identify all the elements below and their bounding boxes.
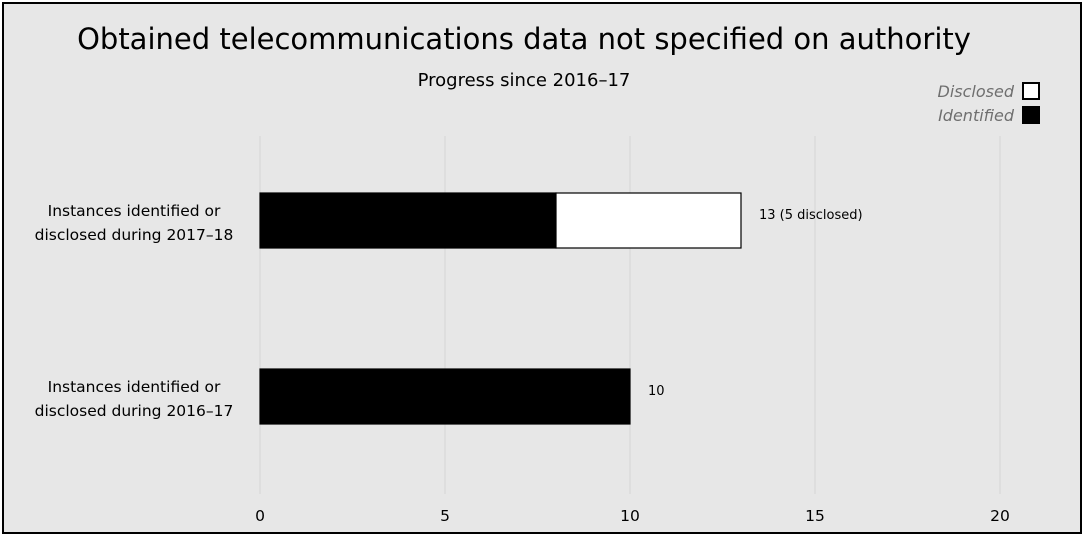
x-tick-label-15: 15 xyxy=(805,507,825,525)
legend-label-disclosed: Disclosed xyxy=(937,81,1014,101)
category-label-line: disclosed during 2016–17 xyxy=(34,402,234,420)
category-label-line: Instances identified or xyxy=(47,202,221,220)
legend-swatch-identified xyxy=(1022,106,1040,124)
category-label-line: Instances identified or xyxy=(47,378,221,396)
category-label-2016-17: Instances identified or disclosed during… xyxy=(14,375,254,423)
x-tick-label-10: 10 xyxy=(620,507,640,525)
data-label-1: 10 xyxy=(648,384,665,399)
bar-identified-0 xyxy=(259,192,557,249)
legend-swatch-disclosed xyxy=(1022,82,1040,100)
category-label-2017-18: Instances identified or disclosed during… xyxy=(14,199,254,247)
legend: Disclosed Identified xyxy=(938,79,1040,127)
plot-area: 13 (5 disclosed) 10 0 5 10 15 20 xyxy=(255,136,1010,525)
category-label-line: disclosed during 2017–18 xyxy=(34,226,234,244)
x-tick-label-0: 0 xyxy=(255,507,265,525)
bar-identified-1 xyxy=(259,368,631,425)
x-tick-label-20: 20 xyxy=(990,507,1010,525)
legend-item-disclosed: Disclosed xyxy=(938,79,1040,103)
data-label-0: 13 (5 disclosed) xyxy=(759,208,863,223)
x-tick-label-5: 5 xyxy=(440,507,450,525)
legend-label-identified: Identified xyxy=(938,105,1014,125)
chart-subtitle: Progress since 2016–17 xyxy=(417,70,631,91)
legend-item-identified: Identified xyxy=(938,103,1040,127)
chart-title: Obtained telecommunications data not spe… xyxy=(77,22,971,56)
bar-disclosed-0 xyxy=(555,192,742,249)
